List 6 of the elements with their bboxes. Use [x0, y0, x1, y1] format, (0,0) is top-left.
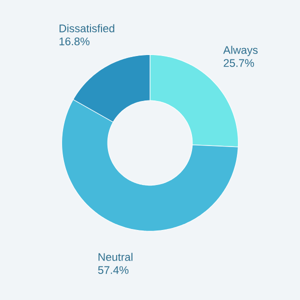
- slice-label: Dissatisfied: [60, 24, 114, 32]
- data-label: 57.4%: [98, 266, 128, 274]
- slice-label: Neutral: [98, 252, 132, 261]
- data-label: 25.7%: [224, 59, 254, 67]
- data-label: 16.8%: [60, 38, 90, 46]
- slice-label: Always: [223, 46, 258, 56]
